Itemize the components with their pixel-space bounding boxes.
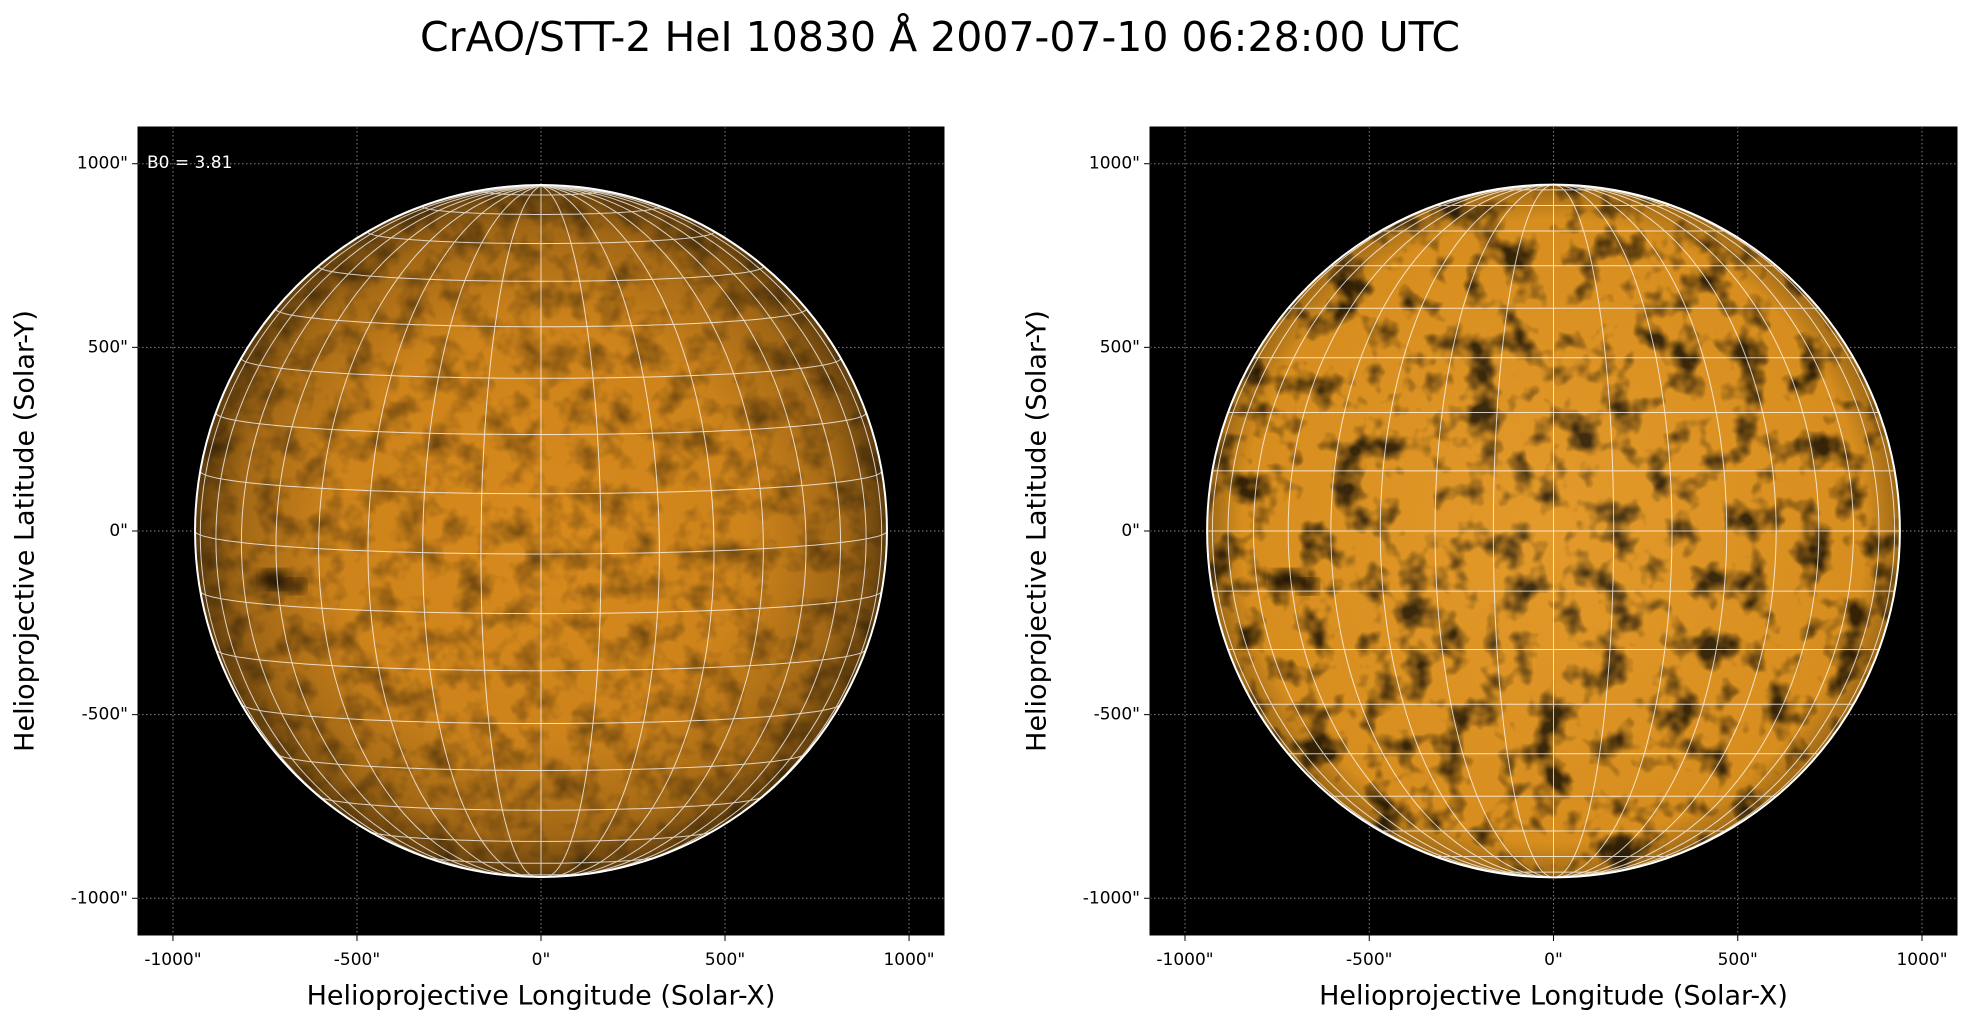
longitude-line	[1553, 184, 1673, 878]
panel: -1000" -500" 0" 500" 1000" -1000" -500" 0" 500" 1…	[10, 126, 945, 1012]
x-tick-label: 1000"	[883, 950, 934, 970]
annotation: B0 = 3.81	[147, 153, 232, 173]
longitude-line	[1287, 184, 1554, 878]
longitude-line	[240, 185, 542, 875]
longitude-line	[540, 185, 867, 871]
longitude-line	[1252, 184, 1554, 878]
longitude-line	[1227, 184, 1554, 878]
longitude-line	[1553, 184, 1896, 878]
figure-title: CrAO/STT-2 HeI 10830 Å 2007-07-10 06:28:…	[420, 13, 1460, 61]
longitude-line	[540, 185, 842, 875]
y-axis-label: Helioprojective Latitude (Solar-Y)	[10, 310, 41, 752]
plot-area	[1150, 127, 1957, 935]
sunspot	[259, 569, 291, 590]
longitude-line	[1553, 184, 1820, 878]
x-tick-label: -1000"	[1156, 950, 1213, 970]
longitude-line	[540, 185, 715, 877]
y-tick-label: 500"	[1100, 337, 1140, 357]
x-tick-label: 0"	[1544, 950, 1563, 970]
longitude-line	[1553, 184, 1880, 878]
longitude-line	[367, 185, 542, 877]
longitude-line	[422, 185, 542, 878]
sunspot	[284, 578, 306, 594]
x-tick-label: -500"	[334, 950, 380, 970]
sunspot	[1271, 569, 1303, 590]
y-axis-label: Helioprojective Latitude (Solar-Y)	[1022, 310, 1053, 752]
x-tick-label: -1000"	[144, 950, 201, 970]
longitude-line	[540, 185, 883, 853]
y-tick-label: -500"	[1094, 705, 1140, 725]
x-axis-label: Helioprojective Longitude (Solar-X)	[1319, 981, 1788, 1012]
y-tick-label: 0"	[109, 521, 128, 541]
longitude-line	[1379, 184, 1554, 878]
x-tick-label: -500"	[1346, 950, 1392, 970]
longitude-line	[199, 185, 542, 853]
heliographic-grid	[194, 185, 888, 878]
y-tick-label: -500"	[82, 705, 128, 725]
longitude-line	[540, 185, 764, 877]
sunspot	[1297, 578, 1318, 595]
longitude-line	[1553, 184, 1777, 878]
heliographic-grid	[1206, 184, 1901, 878]
y-tick-label: -1000"	[71, 888, 128, 908]
x-tick-label: 500"	[1718, 950, 1758, 970]
longitude-line	[1211, 184, 1554, 878]
longitude-line	[1434, 184, 1554, 878]
longitude-line	[540, 185, 807, 877]
longitude-line	[318, 185, 542, 877]
longitude-line	[1553, 184, 1855, 878]
longitude-line	[1553, 184, 1615, 878]
longitude-line	[275, 185, 542, 877]
plot-area	[138, 127, 944, 935]
longitude-line	[540, 185, 660, 878]
y-tick-label: 500"	[88, 337, 128, 357]
x-axis-label: Helioprojective Longitude (Solar-X)	[307, 981, 776, 1012]
limb-outline	[1206, 183, 1901, 879]
x-tick-label: 500"	[705, 950, 745, 970]
x-tick-label: 1000"	[1896, 950, 1947, 970]
longitude-line	[540, 185, 602, 878]
longitude-line	[1492, 184, 1554, 878]
y-tick-label: 1000"	[1089, 154, 1140, 174]
y-tick-label: 0"	[1121, 521, 1140, 541]
x-tick-label: 0"	[532, 950, 551, 970]
longitude-line	[1330, 184, 1554, 878]
y-tick-label: 1000"	[77, 154, 128, 174]
longitude-line	[215, 185, 542, 871]
limb-outline	[194, 184, 888, 878]
y-tick-label: -1000"	[1083, 888, 1140, 908]
longitude-line	[480, 185, 542, 878]
panel: -1000" -500" 0" 500" 1000" -1000" -500" 0" 500" 1…	[1022, 126, 1958, 1012]
longitude-line	[1553, 184, 1728, 878]
